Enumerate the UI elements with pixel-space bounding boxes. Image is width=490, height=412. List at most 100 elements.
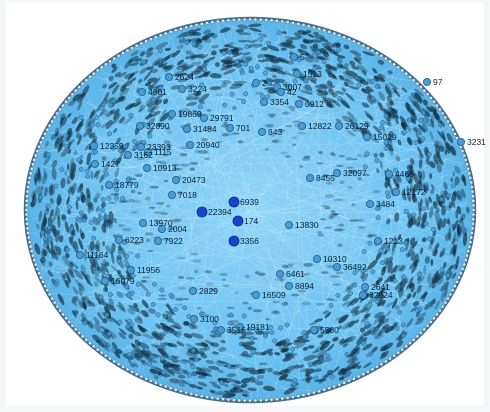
- graph-label-clutter: [452, 219, 459, 232]
- rim-node: [425, 92, 430, 97]
- graph-label-clutter: [66, 175, 70, 185]
- graph-edge: [270, 219, 454, 290]
- graph-label-clutter: [267, 113, 277, 117]
- graph-label-clutter: [183, 333, 193, 339]
- graph-node: [102, 109, 108, 115]
- labeled-node: [167, 110, 176, 119]
- graph-label-clutter: [120, 147, 125, 158]
- graph-label-clutter: [456, 205, 462, 215]
- graph-label-clutter: [441, 204, 447, 216]
- graph-label-clutter: [113, 234, 124, 238]
- graph-label-clutter: [418, 207, 422, 217]
- graph-label-clutter: [208, 381, 218, 384]
- graph-label-clutter: [195, 367, 206, 372]
- rim-node: [383, 359, 388, 364]
- graph-node: [193, 357, 199, 363]
- graph-label-clutter: [154, 60, 160, 66]
- graph-label-clutter: [195, 28, 201, 32]
- graph-label-clutter: [424, 256, 430, 264]
- graph-label-clutter: [90, 203, 94, 212]
- rim-node: [31, 162, 35, 167]
- graph-node: [254, 327, 259, 333]
- graph-label-clutter: [317, 233, 325, 237]
- rim-node: [121, 51, 125, 56]
- rim-node: [43, 132, 47, 136]
- graph-edge: [289, 191, 460, 211]
- graph-label-clutter: [50, 248, 59, 261]
- graph-label-clutter: [134, 352, 144, 359]
- graph-node: [191, 41, 197, 47]
- graph-label-clutter: [223, 121, 228, 126]
- rim-node: [285, 395, 290, 400]
- labeled-node: [391, 187, 400, 196]
- graph-node: [445, 272, 451, 278]
- graph-node: [374, 299, 380, 304]
- graph-label-clutter: [104, 305, 111, 317]
- graph-label-clutter: [417, 201, 422, 212]
- graph-label-clutter: [111, 63, 117, 69]
- rim-node: [347, 37, 351, 42]
- graph-label-clutter: [322, 50, 329, 58]
- graph-node: [445, 193, 451, 198]
- graph-label-clutter: [95, 192, 101, 199]
- graph-label-clutter: [336, 57, 343, 63]
- graph-label-clutter: [241, 393, 248, 397]
- graph-label-clutter: [65, 252, 70, 259]
- graph-label-clutter: [324, 45, 336, 54]
- graph-label-clutter: [374, 330, 382, 338]
- graph-label-clutter: [31, 190, 36, 199]
- graph-label-clutter: [201, 32, 215, 41]
- graph-label-clutter: [316, 91, 323, 96]
- graph-edge: [392, 125, 452, 219]
- rim-node: [356, 41, 361, 46]
- graph-edge: [40, 165, 287, 242]
- graph-node: [370, 79, 376, 84]
- graph-label-clutter: [264, 148, 269, 151]
- graph-label-clutter: [364, 120, 371, 128]
- graph-label-clutter: [171, 163, 180, 167]
- graph-edge: [186, 33, 248, 192]
- graph-label-clutter: [340, 339, 348, 345]
- graph-label-clutter: [211, 33, 218, 39]
- graph-label-clutter: [164, 65, 173, 71]
- graph-label-clutter: [272, 309, 278, 314]
- rim-node: [383, 56, 388, 61]
- graph-label-clutter: [174, 303, 184, 306]
- graph-edge: [324, 85, 473, 228]
- graph-label-clutter: [163, 64, 175, 72]
- rim-node: [116, 362, 121, 366]
- graph-label-clutter: [436, 271, 445, 281]
- graph-label-clutter: [359, 307, 369, 313]
- graph-label-clutter: [361, 273, 369, 282]
- graph-node: [403, 209, 409, 214]
- node-label: 3224: [188, 84, 207, 94]
- graph-label-clutter: [278, 373, 289, 381]
- graph-label-clutter: [120, 97, 127, 102]
- rim-node: [28, 244, 33, 249]
- graph-label-clutter: [108, 210, 114, 225]
- graph-label-clutter: [297, 48, 310, 56]
- graph-label-clutter: [113, 217, 118, 224]
- graph-label-clutter: [138, 79, 143, 84]
- graph-node: [123, 143, 128, 149]
- graph-edge: [247, 210, 398, 343]
- graph-label-clutter: [77, 98, 83, 112]
- graph-node: [364, 151, 370, 157]
- graph-label-clutter: [304, 329, 312, 337]
- rim-node: [88, 341, 92, 345]
- graph-label-clutter: [320, 271, 329, 274]
- graph-label-clutter: [406, 165, 415, 177]
- graph-label-clutter: [350, 357, 359, 363]
- rim-node: [312, 390, 316, 395]
- graph-edge: [274, 56, 360, 390]
- graph-label-clutter: [205, 282, 214, 286]
- graph-label-clutter: [376, 300, 385, 307]
- rim-node: [361, 43, 366, 48]
- graph-label-clutter: [105, 110, 114, 118]
- graph-node: [179, 35, 184, 41]
- graph-node: [362, 164, 368, 170]
- graph-edge: [274, 327, 404, 333]
- graph-edge: [218, 282, 437, 305]
- rim-node: [342, 35, 347, 40]
- graph-edge: [178, 71, 372, 196]
